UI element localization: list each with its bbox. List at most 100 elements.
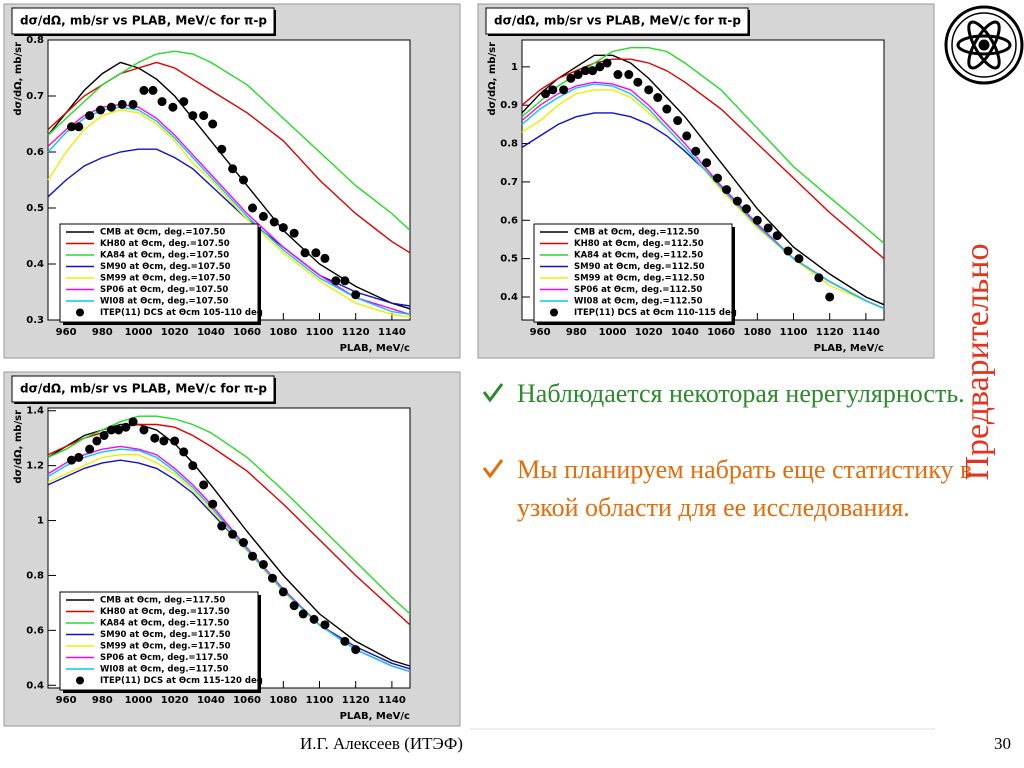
data-point xyxy=(351,290,361,300)
data-point xyxy=(159,436,169,446)
legend-label: CMB at Θcm, deg.=107.50 xyxy=(100,228,225,238)
data-point xyxy=(92,436,102,446)
legend xyxy=(59,223,259,323)
data-point xyxy=(238,175,248,185)
x-tick-label: 1120 xyxy=(342,695,370,706)
data-point xyxy=(351,645,361,655)
x-tick-label: 980 xyxy=(92,695,113,706)
data-point xyxy=(320,620,330,630)
data-point xyxy=(340,636,350,646)
data-point xyxy=(179,97,189,107)
series-line xyxy=(47,415,411,615)
data-point xyxy=(99,430,109,440)
x-tick-label: 960 xyxy=(530,327,551,338)
y-tick-label: 0.8 xyxy=(26,570,44,581)
data-point xyxy=(139,85,149,95)
x-tick-label: 1000 xyxy=(125,327,153,338)
x-tick-label: 1000 xyxy=(125,695,153,706)
data-point xyxy=(199,480,209,490)
data-point xyxy=(653,93,663,103)
data-point xyxy=(573,70,583,80)
legend-label: WI08 at Θcm, deg.=117.50 xyxy=(100,665,229,675)
x-axis-label: PLAB, MeV/c xyxy=(814,343,884,354)
data-point xyxy=(106,102,116,112)
series-line xyxy=(47,109,411,318)
legend-label: ITEP(11) DCS at Θcm 115-120 deg xyxy=(100,676,263,686)
y-tick-label: 1 xyxy=(511,62,518,73)
data-point xyxy=(228,164,238,174)
y-tick-label: 1.2 xyxy=(26,461,44,472)
data-point xyxy=(258,211,268,221)
series-line xyxy=(47,61,411,254)
legend-label: KH80 at Θcm, deg.=107.50 xyxy=(100,239,230,249)
legend xyxy=(59,591,259,691)
legend-label: SP06 at Θcm, deg.=117.50 xyxy=(100,653,228,663)
legend-label: SM90 at Θcm, deg.=112.50 xyxy=(574,262,705,272)
legend-label: SM99 at Θcm, deg.=117.50 xyxy=(100,642,231,652)
y-tick-label: 0.4 xyxy=(500,292,518,303)
data-point xyxy=(208,499,218,509)
chart: dσ/dΩ, mb/sr vs PLAB, MeV/c for π-p 960 98… xyxy=(3,371,461,727)
data-point xyxy=(331,276,341,286)
data-point xyxy=(289,228,299,238)
data-point xyxy=(633,77,643,87)
series-line xyxy=(47,103,411,316)
y-tick-label: 0.6 xyxy=(26,147,44,158)
footer-author: И.Г. Алексеев (ИТЭФ) xyxy=(300,734,463,753)
x-tick-label: 1080 xyxy=(743,327,771,338)
data-point xyxy=(278,223,288,233)
x-tick-label: 1140 xyxy=(852,327,880,338)
legend-label: KH80 at Θcm, deg.=117.50 xyxy=(100,607,230,617)
check-mark xyxy=(482,459,504,479)
data-point xyxy=(67,455,77,465)
y-tick-label: 0.9 xyxy=(500,100,518,111)
x-tick-label: 1140 xyxy=(378,327,406,338)
x-tick-label: 1080 xyxy=(269,695,297,706)
data-point xyxy=(199,111,209,121)
x-tick-label: 1060 xyxy=(707,327,735,338)
y-axis-label: dσ/dΩ, mb/sr xyxy=(13,42,24,116)
data-point xyxy=(85,111,95,121)
bullet-text: Наблюдается некоторая нерегулярность. xyxy=(517,379,965,408)
data-point xyxy=(311,248,321,258)
y-tick-label: 0.8 xyxy=(26,35,44,46)
y-tick-label: 0.3 xyxy=(26,315,44,326)
chart-title: dσ/dΩ, mb/sr vs PLAB, MeV/c for π-p xyxy=(20,382,267,396)
data-point xyxy=(644,85,654,95)
data-point xyxy=(741,204,751,214)
title-box xyxy=(11,7,275,35)
y-axis-label: dσ/dΩ, mb/sr xyxy=(487,42,498,116)
x-tick-label: 1120 xyxy=(816,327,844,338)
data-point xyxy=(267,573,277,583)
data-point xyxy=(106,425,116,435)
legend-label: SM90 at Θcm, deg.=107.50 xyxy=(100,262,231,272)
data-point xyxy=(188,461,198,471)
x-tick-label: 1020 xyxy=(161,695,189,706)
x-tick-label: 1060 xyxy=(233,695,261,706)
legend-label: SP06 at Θcm, deg.=107.50 xyxy=(100,285,228,295)
x-tick-label: 1080 xyxy=(269,327,297,338)
legend-label: CMB at Θcm, deg.=117.50 xyxy=(100,596,225,606)
data-point xyxy=(624,70,634,80)
legend xyxy=(533,223,733,323)
y-tick-label: 0.5 xyxy=(26,203,44,214)
series-line xyxy=(47,61,411,310)
data-point xyxy=(772,231,782,241)
chart-title: dσ/dΩ, mb/sr vs PLAB, MeV/c for π-p xyxy=(494,14,741,28)
y-tick-label: 0.7 xyxy=(500,177,518,188)
x-tick-label: 960 xyxy=(56,327,77,338)
data-point xyxy=(825,292,835,302)
x-tick-label: 1060 xyxy=(233,327,261,338)
title-box xyxy=(485,7,749,35)
legend-label: ITEP(11) DCS at Θcm 105-110 deg xyxy=(100,308,263,318)
data-point xyxy=(320,253,330,263)
x-tick-label: 1140 xyxy=(378,695,406,706)
data-point xyxy=(121,422,131,432)
x-axis-label: PLAB, MeV/c xyxy=(340,711,410,722)
data-point xyxy=(712,173,722,183)
data-point xyxy=(340,276,350,286)
legend-label: SM99 at Θcm, deg.=112.50 xyxy=(574,274,705,284)
data-point xyxy=(691,146,701,156)
